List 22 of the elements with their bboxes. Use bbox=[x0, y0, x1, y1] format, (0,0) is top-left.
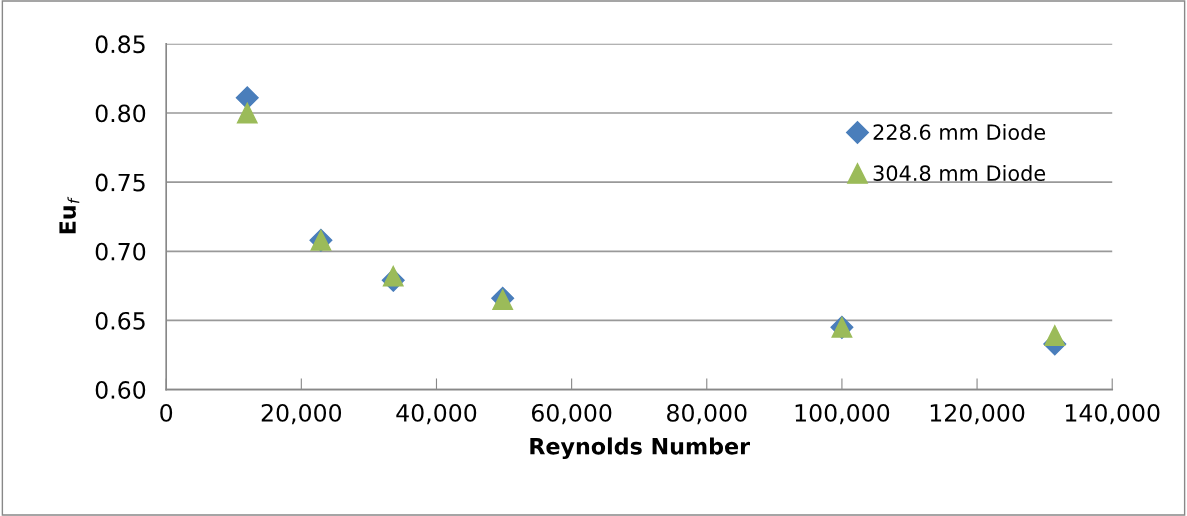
x-tick-label: 80,000 bbox=[667, 403, 747, 425]
y-tick-label: 0.65 bbox=[95, 311, 145, 330]
x-tick-label: 120,000 bbox=[930, 403, 1025, 425]
y-tick-label: 0.85 bbox=[95, 35, 145, 54]
x-tick-label: 100,000 bbox=[795, 403, 890, 425]
legend-label: 304.8 mm Diode bbox=[873, 164, 1046, 182]
x-tick-label: 40,000 bbox=[396, 403, 477, 425]
point bbox=[236, 102, 258, 124]
y-axis-title: Eu$_{f}$ bbox=[59, 196, 80, 234]
point bbox=[382, 265, 404, 287]
x-tick-label: 20,000 bbox=[261, 403, 342, 425]
point bbox=[1044, 325, 1066, 347]
y-tick-label: 0.60 bbox=[95, 381, 146, 399]
point bbox=[235, 86, 259, 110]
y-tick-label: 0.75 bbox=[95, 173, 145, 192]
x-tick-label: 140,000 bbox=[1065, 403, 1160, 425]
legend-label: 228.6 mm Diode bbox=[873, 123, 1046, 141]
x-axis-title: Reynolds Number bbox=[530, 437, 751, 460]
x-tick-label: 0 bbox=[160, 403, 173, 422]
x-tick-label: 60,000 bbox=[531, 403, 612, 425]
y-tick-label: 0.80 bbox=[95, 104, 146, 123]
y-tick-label: 0.70 bbox=[95, 242, 146, 261]
